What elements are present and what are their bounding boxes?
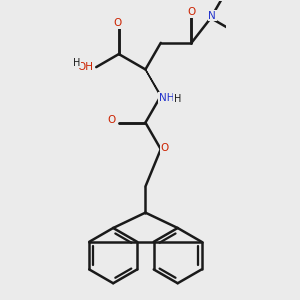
Text: O: O	[160, 143, 169, 153]
Polygon shape	[146, 69, 161, 96]
Text: O: O	[107, 115, 116, 124]
Text: O: O	[113, 18, 122, 28]
Text: N: N	[208, 11, 216, 21]
Text: O: O	[188, 7, 196, 17]
Text: OH: OH	[77, 62, 94, 72]
Text: H: H	[73, 58, 80, 68]
Text: NH: NH	[159, 93, 174, 103]
Text: H: H	[174, 94, 181, 104]
